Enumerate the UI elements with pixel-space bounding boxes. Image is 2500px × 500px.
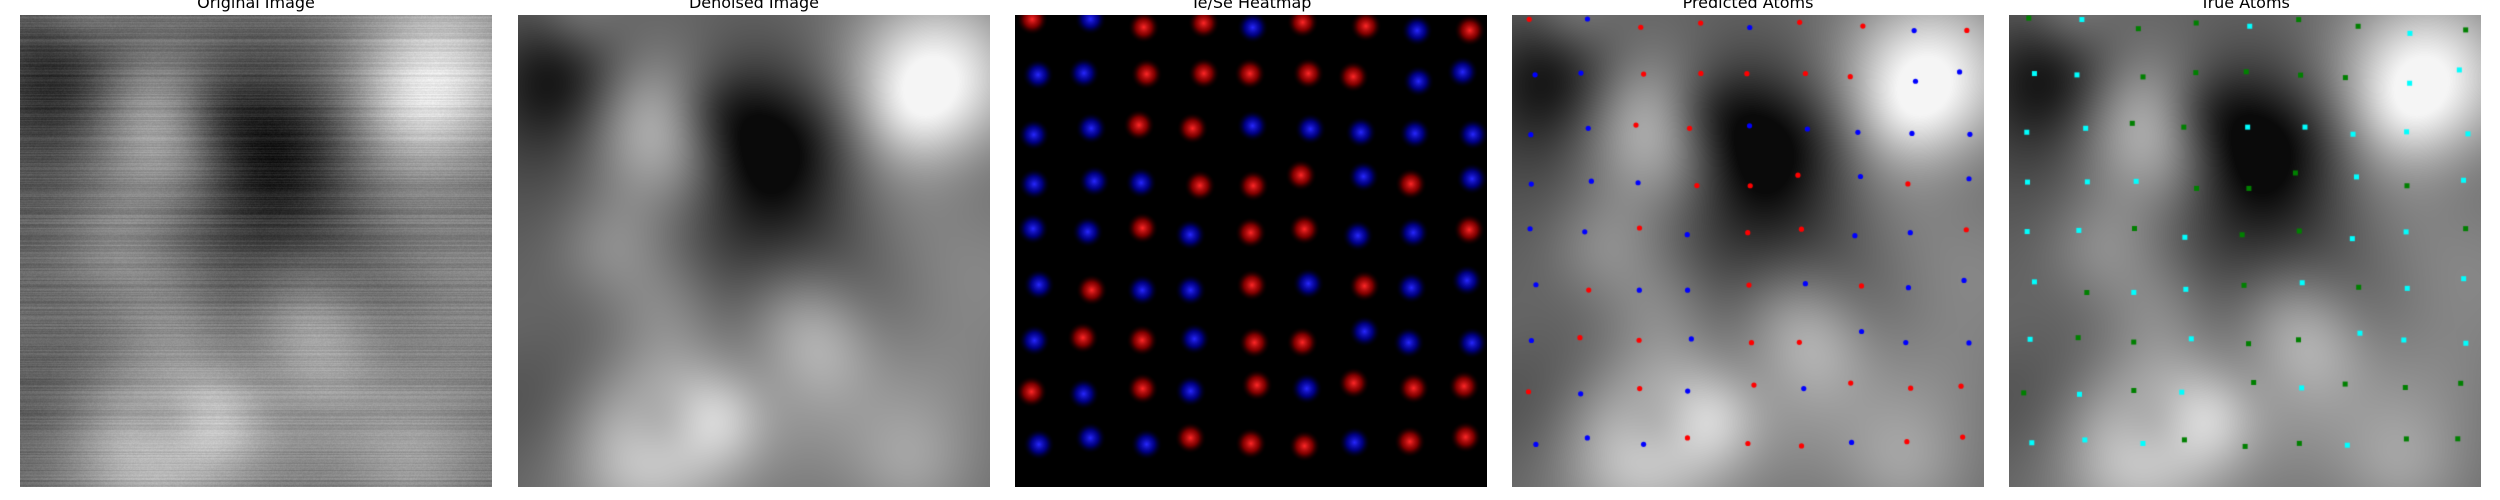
panel-te-se-heatmap: Te/Se Heatmap bbox=[1015, 0, 1487, 500]
panel-original-image: Original Image bbox=[20, 0, 492, 500]
denoised-image bbox=[518, 15, 990, 487]
original-image bbox=[20, 15, 492, 487]
panel-title-original: Original Image bbox=[197, 0, 315, 12]
predicted-atoms-image bbox=[1512, 15, 1984, 487]
panel-predicted-atoms: Predicted Atoms bbox=[1512, 0, 1984, 500]
true-atoms-image bbox=[2009, 15, 2481, 487]
panel-title-denoised: Denoised Image bbox=[688, 0, 820, 12]
panel-title-true: True Atoms bbox=[2200, 0, 2290, 12]
panel-true-atoms: True Atoms bbox=[2009, 0, 2481, 500]
panel-title-heatmap: Te/Se Heatmap bbox=[1190, 0, 1312, 12]
te-se-heatmap-image bbox=[1015, 15, 1487, 487]
panel-denoised-image: Denoised Image bbox=[518, 0, 990, 500]
panel-title-predicted: Predicted Atoms bbox=[1682, 0, 1814, 12]
